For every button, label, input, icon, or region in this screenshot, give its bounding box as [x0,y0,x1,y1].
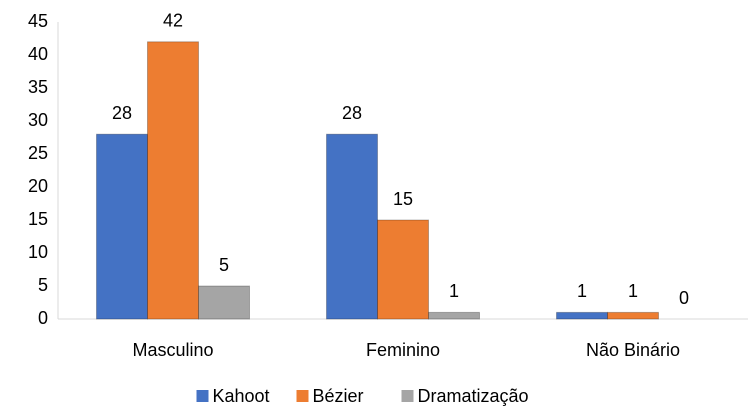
data-label: 42 [163,11,183,31]
data-label: 1 [449,281,459,301]
legend-swatch [401,390,414,402]
legend-swatch [296,390,309,402]
bar [556,311,608,320]
bar [377,219,429,320]
bar [428,311,480,320]
data-label: 28 [112,103,132,123]
bar [326,133,378,320]
x-tick-label: Não Binário [586,340,680,360]
bar [147,41,199,320]
y-tick-label: 40 [28,44,48,64]
y-tick-label: 5 [38,275,48,295]
legend-label: Dramatização [418,386,529,406]
data-label: 28 [342,103,362,123]
x-tick-label: Feminino [366,340,440,360]
y-tick-label: 0 [38,308,48,328]
x-tick-label: Masculino [132,340,213,360]
y-tick-label: 15 [28,209,48,229]
data-label: 1 [628,281,638,301]
y-tick-label: 45 [28,11,48,31]
data-label: 5 [219,255,229,275]
data-label: 15 [393,189,413,209]
legend-label: Kahoot [213,386,270,406]
data-label: 0 [679,288,689,308]
y-tick-label: 35 [28,77,48,97]
y-tick-label: 20 [28,176,48,196]
y-tick-label: 10 [28,242,48,262]
y-tick-label: 30 [28,110,48,130]
bar [96,133,148,320]
bar [198,285,250,320]
bar [607,311,659,320]
legend-label: Bézier [313,386,364,406]
y-tick-label: 25 [28,143,48,163]
legend-swatch [196,390,209,402]
data-label: 1 [577,281,587,301]
